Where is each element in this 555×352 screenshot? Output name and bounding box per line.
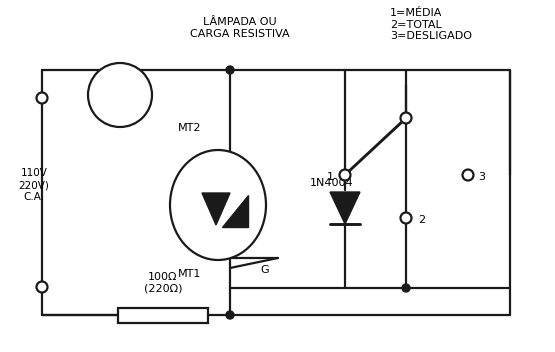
Circle shape (37, 93, 48, 103)
Text: 110V
220V)
C.A.: 110V 220V) C.A. (18, 168, 49, 202)
Polygon shape (202, 193, 230, 225)
Text: 1: 1 (326, 172, 334, 182)
Text: G: G (260, 265, 269, 275)
Circle shape (340, 170, 351, 181)
Text: 2: 2 (418, 215, 425, 225)
Circle shape (402, 284, 410, 292)
Polygon shape (222, 195, 248, 227)
Text: MT1: MT1 (178, 269, 201, 279)
Text: 100Ω
(220Ω): 100Ω (220Ω) (144, 272, 182, 294)
Polygon shape (330, 192, 360, 224)
Circle shape (226, 311, 234, 319)
Circle shape (226, 66, 234, 74)
Text: MT2: MT2 (178, 123, 201, 133)
Text: LÂMPADA OU
CARGA RESISTIVA: LÂMPADA OU CARGA RESISTIVA (190, 17, 290, 39)
Text: 1N4004: 1N4004 (310, 178, 354, 188)
Ellipse shape (170, 150, 266, 260)
Circle shape (37, 282, 48, 293)
Text: 1=MÉDIA
2=TOTAL
3=DESLIGADO: 1=MÉDIA 2=TOTAL 3=DESLIGADO (390, 8, 472, 41)
Bar (118, 308, 208, 322)
Circle shape (401, 213, 411, 224)
Circle shape (462, 170, 473, 181)
Circle shape (401, 113, 411, 124)
Text: 3: 3 (478, 172, 485, 182)
Circle shape (88, 63, 152, 127)
